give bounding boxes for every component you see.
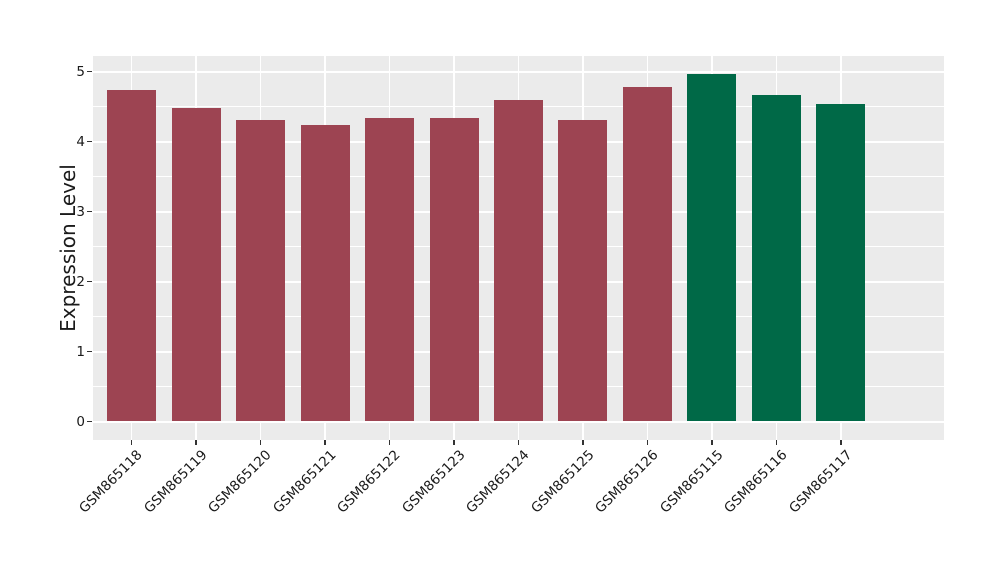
x-tick-mark	[388, 440, 391, 445]
x-tick-label: GSM865117	[785, 447, 856, 517]
bar	[236, 119, 286, 422]
y-tick-mark	[87, 210, 92, 213]
x-tick-mark	[324, 440, 326, 445]
y-tick-mark	[87, 420, 92, 423]
x-tick-label: GSM865124	[463, 447, 533, 517]
x-tick-mark	[517, 440, 520, 445]
y-tick-mark	[87, 280, 92, 283]
bar	[751, 94, 801, 422]
y-tick-label: 0	[76, 413, 85, 430]
x-tick-mark	[259, 440, 262, 445]
bar	[300, 125, 350, 422]
y-tick-label: 5	[76, 63, 85, 80]
y-tick-label: 2	[76, 273, 85, 290]
x-tick-mark	[775, 440, 778, 445]
y-tick-label: 3	[76, 203, 85, 220]
x-tick-label: GSM865115	[656, 447, 727, 517]
bar	[107, 90, 157, 422]
x-tick-mark	[646, 440, 649, 445]
x-tick-label: GSM865122	[334, 447, 404, 517]
bar	[365, 118, 415, 422]
y-tick-label: 4	[76, 133, 85, 150]
bar	[558, 119, 608, 422]
bar	[494, 100, 543, 422]
y-tick-mark	[87, 70, 92, 73]
bar	[816, 104, 866, 422]
y-tick-mark	[87, 140, 92, 143]
plot-panel	[93, 56, 944, 440]
x-tick-mark	[130, 440, 133, 445]
bar	[429, 118, 479, 422]
x-tick-mark	[453, 440, 455, 445]
y-tick-label: 1	[76, 343, 85, 360]
y-axis-title: Expression Level	[56, 164, 80, 332]
bar	[687, 74, 737, 422]
x-tick-label: GSM865126	[592, 447, 662, 517]
x-tick-label: GSM865119	[141, 447, 211, 517]
bar	[622, 86, 672, 422]
bar	[171, 107, 221, 422]
x-tick-label: GSM865120	[205, 447, 275, 517]
x-tick-mark	[195, 440, 197, 445]
x-tick-label: GSM865125	[527, 447, 598, 517]
x-tick-label: GSM865121	[269, 447, 340, 517]
x-tick-mark	[711, 440, 713, 445]
x-tick-label: GSM865118	[76, 447, 147, 517]
x-tick-mark	[582, 440, 584, 445]
x-tick-label: GSM865116	[721, 447, 791, 517]
x-tick-label: GSM865123	[398, 447, 469, 517]
x-tick-mark	[840, 440, 842, 445]
y-tick-mark	[87, 350, 92, 353]
